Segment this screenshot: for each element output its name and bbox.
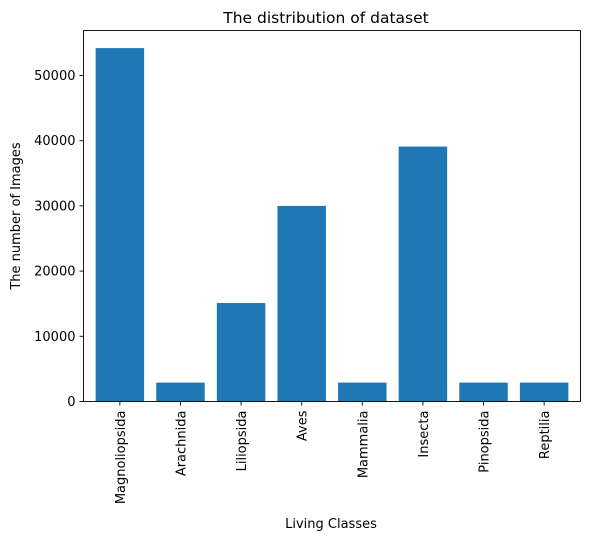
x-axis-label: Living Classes [285,517,377,532]
plot-frame [83,30,581,402]
y-tick-label: 10000 [34,330,75,345]
y-tick-label: 30000 [34,199,75,214]
y-tick-label: 50000 [34,69,75,84]
bar-liliopsida [216,303,266,402]
y-axis-label: The number of Images [9,142,24,291]
chart-title: The distribution of dataset [222,9,428,27]
x-tick-label: Insecta [417,411,432,458]
y-tick-label: 0 [67,395,75,410]
bar-pinopsida [459,382,508,402]
bar-aves [277,205,326,402]
x-tick-label: Arachnida [174,411,189,477]
bar-reptilia [519,382,569,402]
bar-arachnida [156,382,205,402]
x-tick-label: Liliopsida [235,411,250,472]
bar-magnoliopsida [95,48,145,402]
bars-layer [95,48,569,402]
x-tick-label: Aves [296,410,311,441]
x-axis-ticks: Magnoliopsida Arachnida Liliopsida Aves Mamm… [114,401,553,505]
x-tick-label: Pinopsida [478,411,493,473]
bar-insecta [398,146,448,402]
bar-mammalia [338,382,387,402]
x-tick-label: Mammalia [356,411,371,479]
y-axis-ticks: 0 10000 20000 30000 40000 50000 [34,69,84,410]
x-tick-label: Reptilia [538,411,553,460]
y-tick-label: 40000 [34,134,75,149]
y-tick-label: 20000 [34,265,75,280]
x-tick-label: Magnoliopsida [114,411,129,505]
